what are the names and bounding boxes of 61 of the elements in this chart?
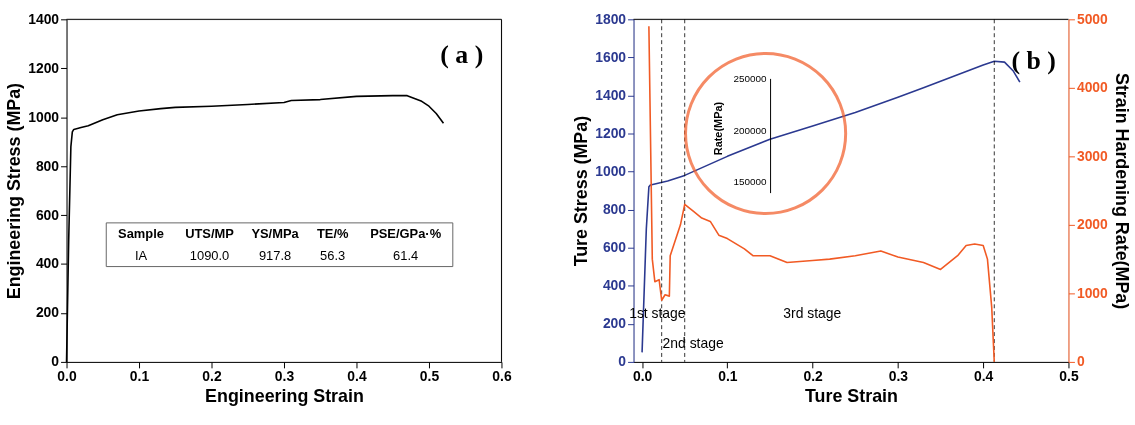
x-axis-title: Engineering Strain [205,386,364,407]
y-tick-label: 1200 [28,59,60,76]
x-tick-label: 0.5 [1059,368,1079,385]
x-tick-label: 0.4 [974,368,994,385]
x-axis-title: Ture Strain [805,386,898,407]
annotation: YS/MPa [251,225,300,241]
annotation: 3rd stage [783,305,842,322]
y-tick-label: 600 [602,239,627,256]
y2-tick-label: 2000 [1076,216,1109,233]
annotation: 917.8 [258,247,292,263]
y2-axis-title: Strain Hardening Rate(MPa) [1111,73,1132,310]
x-tick-label: 0.0 [57,368,77,385]
y-tick-label: 1200 [595,124,627,141]
annotation: IA [134,247,148,263]
y-tick-label: 200 [35,304,60,321]
y-tick-label: 800 [602,201,627,218]
x-tick-label: 0.1 [129,368,150,385]
annotation: Rate(MPa) [711,101,724,156]
annotation: 56.3 [320,247,346,263]
x-tick-label: 0.3 [888,368,909,385]
y2-tick-label: 5000 [1076,10,1109,27]
x-tick-label: 0.4 [347,368,367,385]
annotation: 1090.0 [189,247,230,263]
annotation: 250000 [733,72,768,84]
x-tick-label: 0.6 [492,368,512,385]
x-tick-label: 0.3 [274,368,295,385]
x-tick-label: 0.2 [202,368,222,385]
x-tick-label: 0.1 [718,368,738,385]
annotation: UTS/MP [185,225,235,241]
annotation: PSE/GPa·% [370,225,442,241]
y-tick-label: 400 [35,255,60,272]
y-tick-label: 1000 [595,163,627,180]
text: ( b ) [1011,45,1056,75]
annotation: Sample [118,225,164,241]
text: ( a ) [440,40,484,70]
annotation: 2nd stage [662,335,724,351]
y-tick-label: 1400 [28,10,60,27]
annotation: 150000 [733,176,768,188]
y-tick-label: 0 [51,353,60,370]
y2-tick-label: 4000 [1076,79,1109,96]
annotation: 61.4 [393,247,419,263]
y-tick-label: 600 [35,206,60,223]
x-tick-label: 0.0 [632,368,653,385]
y-tick-label: 0 [618,353,627,370]
x-tick-label: 0.2 [803,368,824,385]
annotation: 200000 [733,124,768,136]
y-axis-title: Ture Stress (MPa) [571,115,592,267]
y-tick-label: 400 [602,277,627,294]
y-tick-label: 1000 [28,108,60,125]
y2-tick-label: 3000 [1076,147,1109,164]
y-axis-title: Engineering Stress (MPa) [4,82,25,300]
y2-tick-label: 0 [1076,353,1085,370]
y-tick-label: 1600 [595,48,627,65]
x-tick-label: 0.5 [419,368,440,385]
y-tick-label: 800 [35,157,60,174]
annotation: TE/% [316,225,349,241]
y2-tick-label: 1000 [1076,284,1109,301]
y-tick-label: 1800 [595,10,627,27]
line-series [648,25,996,363]
y-tick-label: 200 [602,315,627,332]
y-tick-label: 1400 [595,86,627,103]
